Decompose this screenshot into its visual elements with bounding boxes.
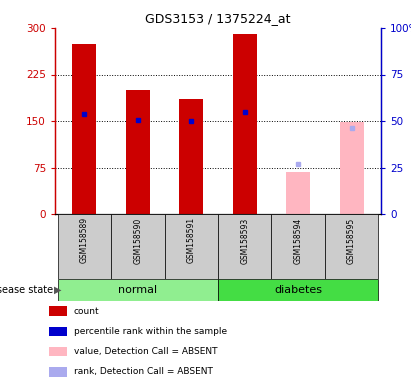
Bar (271, 214, 325, 279)
Text: disease state: disease state (0, 285, 53, 295)
Text: GSM158589: GSM158589 (80, 217, 89, 263)
Bar (233, 34, 257, 214)
Text: count: count (74, 307, 99, 316)
Bar (111, 214, 164, 279)
Text: rank, Detection Call = ABSENT: rank, Detection Call = ABSENT (74, 367, 213, 376)
Text: normal: normal (118, 285, 157, 295)
Bar (126, 90, 150, 214)
Title: GDS3153 / 1375224_at: GDS3153 / 1375224_at (145, 12, 291, 25)
Bar (48, 347, 67, 356)
Bar (48, 367, 67, 377)
Text: value, Detection Call = ABSENT: value, Detection Call = ABSENT (74, 347, 217, 356)
Bar (72, 43, 97, 214)
Bar (48, 326, 67, 336)
Text: GSM158593: GSM158593 (240, 217, 249, 263)
Text: GSM158591: GSM158591 (187, 217, 196, 263)
Text: GSM158594: GSM158594 (294, 217, 302, 263)
Bar (218, 279, 379, 301)
Text: GSM158590: GSM158590 (133, 217, 142, 263)
Bar (58, 279, 218, 301)
Text: percentile rank within the sample: percentile rank within the sample (74, 327, 227, 336)
Bar (48, 306, 67, 316)
Bar (179, 99, 203, 214)
Bar (164, 214, 218, 279)
Bar (58, 214, 111, 279)
Bar (339, 122, 364, 214)
Bar (286, 172, 310, 214)
Text: ▶: ▶ (53, 285, 61, 295)
Text: GSM158595: GSM158595 (347, 217, 356, 263)
Text: diabetes: diabetes (274, 285, 322, 295)
Bar (218, 214, 271, 279)
Bar (325, 214, 379, 279)
